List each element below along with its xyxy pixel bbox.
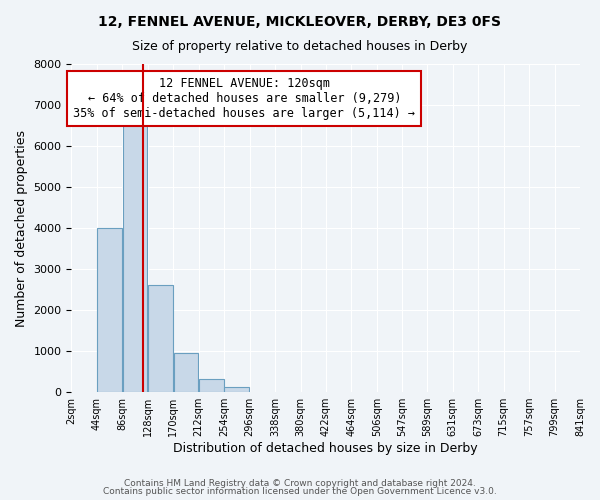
Y-axis label: Number of detached properties: Number of detached properties <box>15 130 28 326</box>
Bar <box>199 379 224 392</box>
Bar <box>122 122 148 392</box>
Text: 12 FENNEL AVENUE: 120sqm
← 64% of detached houses are smaller (9,279)
35% of sem: 12 FENNEL AVENUE: 120sqm ← 64% of detach… <box>73 77 415 120</box>
Bar <box>224 387 250 392</box>
Bar <box>97 228 122 392</box>
Text: Contains public sector information licensed under the Open Government Licence v3: Contains public sector information licen… <box>103 487 497 496</box>
Text: Size of property relative to detached houses in Derby: Size of property relative to detached ho… <box>133 40 467 53</box>
X-axis label: Distribution of detached houses by size in Derby: Distribution of detached houses by size … <box>173 442 478 455</box>
Text: Contains HM Land Registry data © Crown copyright and database right 2024.: Contains HM Land Registry data © Crown c… <box>124 478 476 488</box>
Bar <box>148 286 173 392</box>
Bar <box>173 353 199 392</box>
Text: 12, FENNEL AVENUE, MICKLEOVER, DERBY, DE3 0FS: 12, FENNEL AVENUE, MICKLEOVER, DERBY, DE… <box>98 15 502 29</box>
